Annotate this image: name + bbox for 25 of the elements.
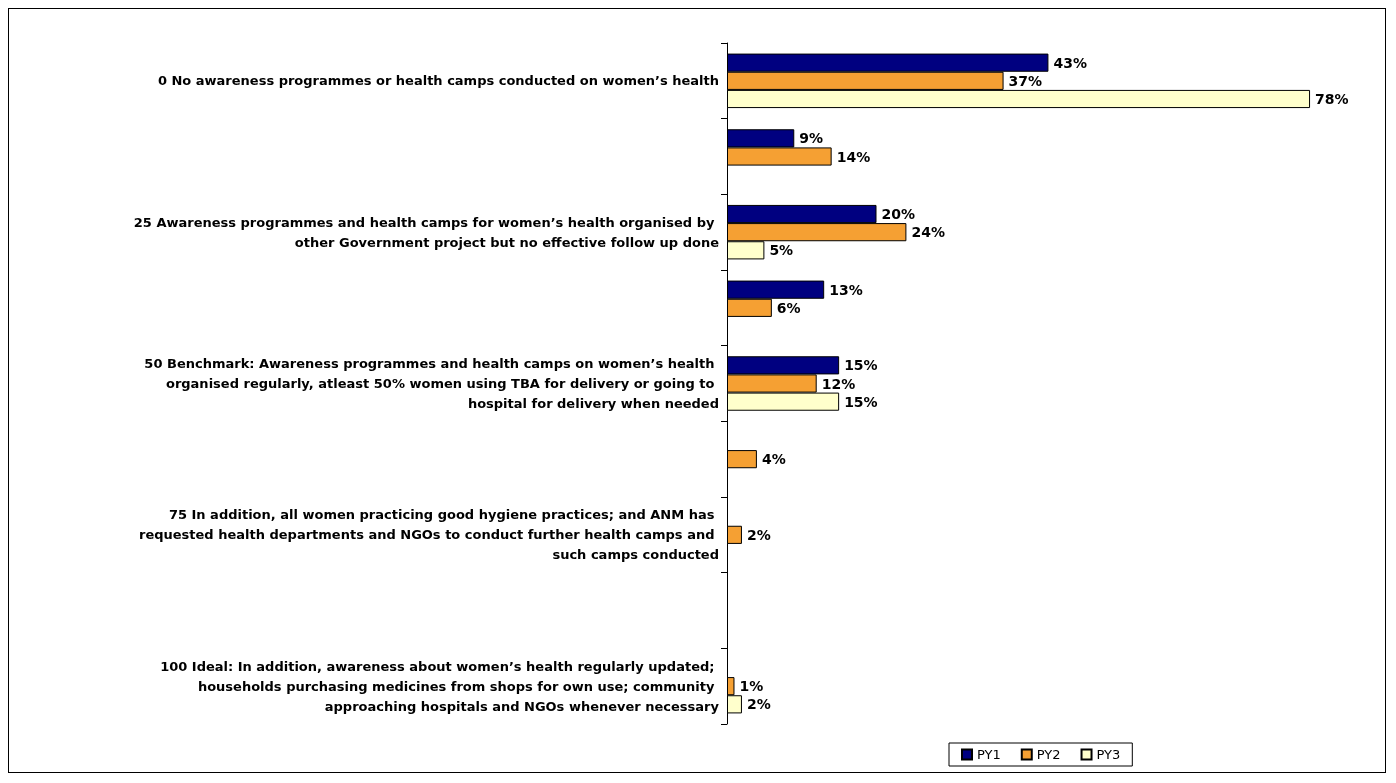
data-label: 24%	[911, 224, 945, 241]
legend-label: PY2	[1036, 747, 1061, 762]
y-tick-label: 50 Benchmark: Awareness programmes and health camps on women’s health organised regularly, atleast 50% women using TBA for delivery or going to hospital for delivery when needed	[144, 356, 719, 411]
data-label: 9%	[799, 130, 824, 147]
data-label: 2%	[746, 526, 771, 543]
data-label: 4%	[761, 451, 786, 468]
data-label: 78%	[1315, 90, 1349, 107]
y-tick-label: 100 Ideal: In addition, awareness about women’s health regularly updated; households purchasing medicines from shops for own use; community approaching hospitals and NGOs whenever necessary	[160, 658, 720, 714]
data-label: 5%	[769, 242, 794, 259]
data-label: 13%	[829, 281, 863, 298]
data-label: 15%	[844, 393, 878, 410]
data-label: 20%	[881, 206, 916, 223]
data-label: 14%	[836, 148, 871, 165]
data-label: 2%	[746, 696, 771, 713]
legend-label: PY1	[977, 747, 1001, 762]
data-label: 6%	[776, 299, 801, 316]
legend-label: PY3	[1096, 747, 1121, 762]
data-label: 15%	[844, 357, 878, 374]
data-label: 12%	[821, 375, 856, 392]
y-tick-label: 25 Awareness programmes and health camps for women’s health organised by other Government project but no effective follow up done	[133, 214, 720, 250]
data-label: 43%	[1053, 54, 1087, 71]
data-label: 37%	[1008, 72, 1043, 89]
data-label: 1%	[739, 678, 764, 695]
y-tick-label: 0 No awareness programmes or health camps conducted on women’s health	[157, 73, 719, 89]
y-tick-label: 75 In addition, all women practicing good hygiene practices; and ANM has requested health departments and NGOs to conduct further health camps and such camps conducted	[138, 507, 719, 563]
